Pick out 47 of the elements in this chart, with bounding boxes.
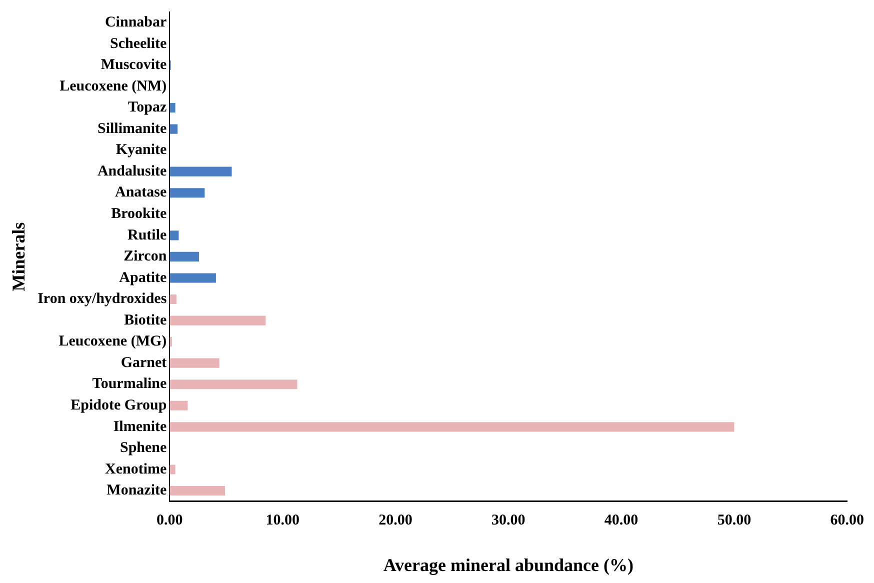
y-tick-label: Muscovite: [100, 57, 167, 74]
bar: [170, 422, 734, 432]
y-tick-label: Cinnabar: [104, 14, 167, 31]
y-tick-label: Epidote Group: [70, 398, 167, 414]
bar: [170, 294, 176, 304]
x-tick-label: 60.00: [830, 512, 864, 528]
bar: [170, 273, 216, 283]
y-tick-label: Scheelite: [110, 36, 167, 52]
x-axis-title: Average mineral abundance (%): [383, 554, 634, 575]
y-tick-label: Biotite: [124, 312, 167, 328]
bar: [170, 380, 298, 390]
bar: [170, 124, 178, 134]
y-tick-label: Garnet: [120, 354, 167, 371]
x-tick-label: 50.00: [717, 512, 752, 528]
y-tick-label: Rutile: [127, 227, 167, 244]
y-tick-label: Xenotime: [105, 461, 167, 478]
y-tick-label: Iron oxy/hydroxides: [38, 291, 167, 308]
y-tick-label: Leucoxene (MG): [58, 334, 167, 350]
bar: [170, 316, 266, 326]
y-tick-label: Andalusite: [97, 163, 167, 180]
y-tick-label: Anatase: [114, 184, 167, 201]
y-tick-label: Leucoxene (NM): [60, 78, 167, 94]
bar: [170, 358, 220, 368]
y-tick-label: Monazite: [106, 482, 167, 499]
y-tick-label: Tourmaline: [92, 376, 167, 392]
y-tick-label: Apatite: [119, 270, 167, 286]
y-tick-label: Kyanite: [116, 142, 167, 158]
bar: [170, 486, 225, 496]
x-tick-label: 10.00: [266, 512, 300, 528]
bar: [170, 102, 176, 113]
bar: [170, 166, 232, 176]
x-tick-label: 0.00: [156, 512, 183, 528]
y-tick-label: Sphene: [120, 440, 167, 456]
y-axis-title: Minerals: [8, 222, 28, 292]
y-tick-label: Zircon: [124, 248, 168, 265]
y-tick-label: Ilmenite: [113, 418, 167, 435]
x-tick-label: 30.00: [492, 512, 526, 528]
bar: [170, 188, 205, 198]
y-tick-label: Topaz: [128, 100, 167, 116]
bar: [170, 252, 200, 262]
y-tick-label: Brookite: [111, 206, 167, 222]
x-tick-label: 20.00: [378, 512, 412, 528]
bar: [170, 464, 176, 474]
y-tick-label: Sillimanite: [97, 120, 167, 137]
x-tick-label: 40.00: [604, 512, 638, 528]
bar: [170, 400, 188, 410]
bar: [170, 230, 179, 240]
